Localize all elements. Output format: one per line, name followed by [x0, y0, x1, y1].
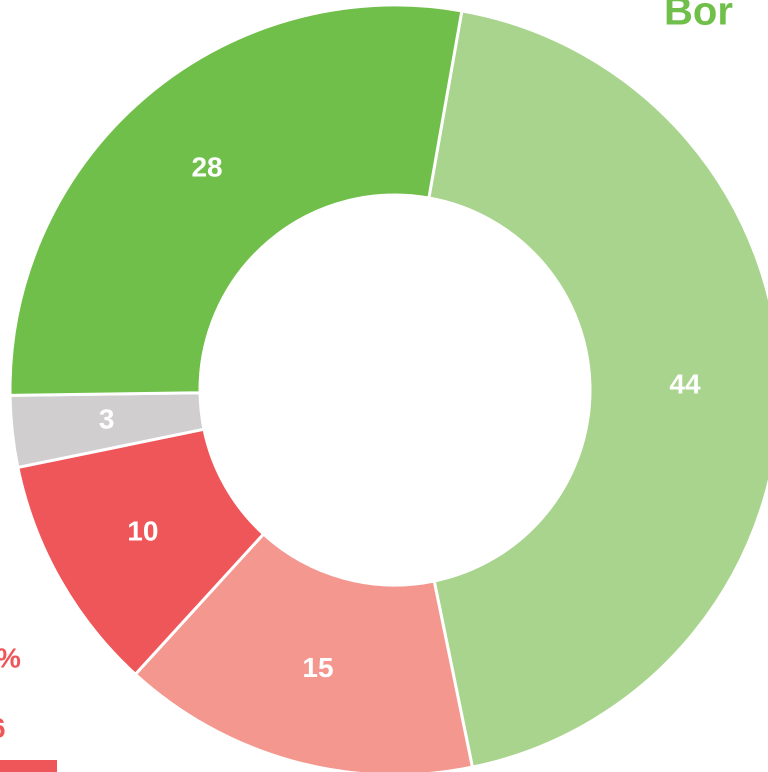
data-label: 44 [669, 368, 701, 399]
data-label: 3 [99, 404, 115, 435]
data-label: 28 [191, 152, 222, 183]
data-label: 10 [127, 516, 158, 547]
legend-text: % [0, 642, 21, 673]
legend-text: 6 [0, 712, 6, 743]
donut-slice [133, 531, 475, 772]
chart-title: Bor [664, 0, 733, 34]
data-label: 15 [302, 652, 333, 683]
donut-slice [427, 9, 768, 769]
donut-slice [8, 3, 464, 397]
legend-swatch [0, 760, 57, 772]
